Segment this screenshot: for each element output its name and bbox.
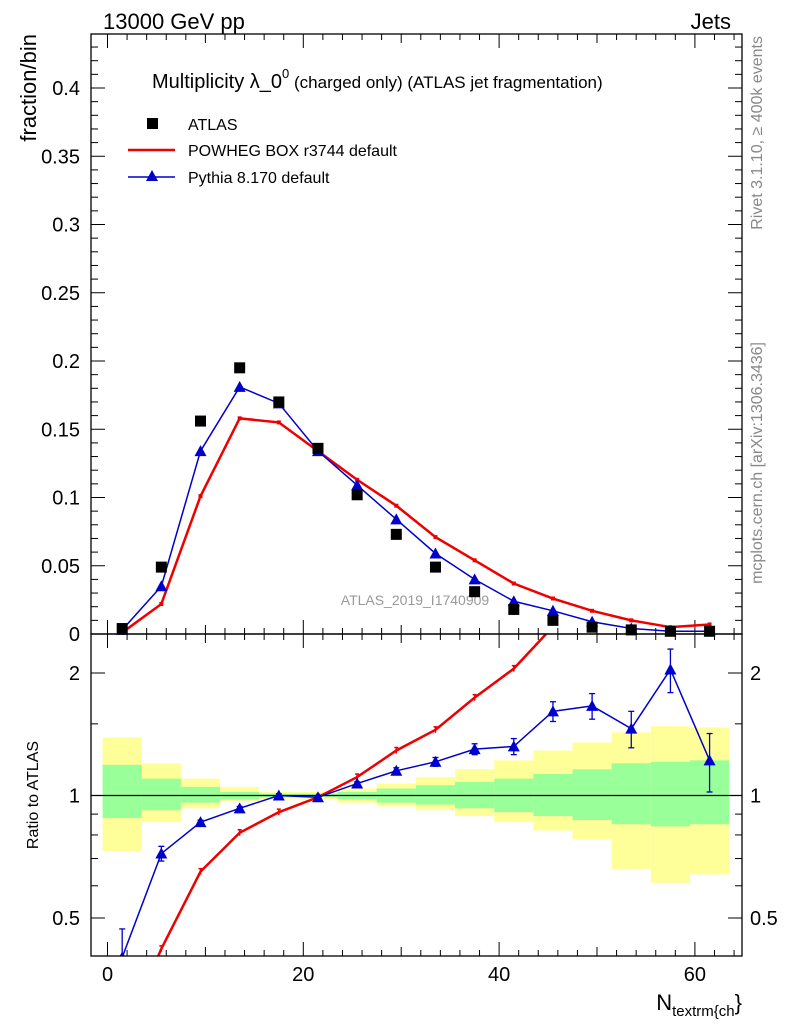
xtick-label: 60	[684, 964, 706, 986]
lower-plot-frame	[90, 633, 743, 957]
upper-pythia-point	[155, 580, 168, 592]
ratio-pythia-point	[586, 699, 599, 711]
upper-pythia-point	[429, 547, 442, 559]
plot-title: Multiplicity λ_00 (charged only) (ATLAS …	[152, 66, 603, 93]
upper-atlas-point	[625, 624, 637, 636]
upper-atlas-point	[234, 362, 246, 374]
upper-atlas-point	[155, 561, 167, 573]
upper-pythia-point	[390, 513, 403, 525]
upper-powheg-line	[121, 416, 710, 634]
title-rest: (charged only) (ATLAS jet fragmentation)	[289, 73, 602, 92]
upper-atlas-point	[390, 528, 402, 540]
inner-band-bin	[102, 764, 142, 819]
upper-ytick-label: 0.05	[41, 556, 80, 578]
legend-pythia-label: Pythia 8.170 default	[188, 170, 330, 187]
upper-ytick-label: 0	[69, 624, 80, 646]
ratio-pythia-point	[468, 743, 481, 755]
header-right-text: Jets	[691, 9, 731, 34]
lower-ytick-label: 0.5	[52, 908, 80, 930]
rivet-version-text: Rivet 3.1.10, ≥ 400k events	[749, 36, 766, 230]
upper-atlas-point	[116, 623, 128, 635]
title-superscript: 0	[282, 66, 289, 81]
upper-ylabel: fraction/bin	[16, 34, 41, 142]
ratio-pythia-point	[507, 740, 520, 752]
upper-pythia-point	[468, 573, 481, 585]
upper-atlas-point	[273, 396, 285, 408]
upper-atlas-point	[351, 489, 363, 501]
inner-band-bin	[650, 761, 691, 827]
upper-atlas-point	[195, 415, 207, 427]
mcplots-reference-text: mcplots.cern.ch [arXiv:1306.3436]	[749, 342, 766, 584]
upper-ytick-label: 0.1	[52, 488, 80, 510]
ratio-pythia-point	[390, 764, 403, 776]
lower-series-layer	[119, 634, 716, 956]
upper-axis-ticks: 0 0.05 0.1 0.15 0.2 0.25 0.3 0.35 0.4	[41, 34, 742, 646]
lower-uncertainty-bands	[91, 726, 742, 883]
upper-atlas-point	[704, 625, 716, 637]
legend-powheg-label: POWHEG BOX r3744 default	[188, 143, 398, 160]
lower-ytick-label-right: 1	[750, 786, 761, 808]
x-title-subscript: textrm{ch	[672, 1003, 735, 1020]
lower-ytick-label: 1	[69, 786, 80, 808]
lower-ytick-label-right: 0.5	[750, 908, 778, 930]
legend-pythia-marker	[146, 170, 158, 181]
x-axis-title: Ntextrm{ch}	[656, 990, 742, 1020]
upper-ytick-label: 0.3	[52, 215, 80, 237]
upper-atlas-point	[586, 621, 598, 633]
ratio-pythia-point	[233, 802, 246, 814]
upper-ytick-label: 0.35	[41, 146, 80, 168]
ratio-pythia-point	[625, 722, 638, 734]
upper-ytick-label: 0.4	[52, 78, 80, 100]
lower-ylabel: Ratio to ATLAS	[25, 741, 42, 849]
ratio-pythia-point	[429, 755, 442, 767]
xtick-label: 40	[488, 964, 510, 986]
inner-band-bin	[415, 785, 456, 805]
legend-atlas-label: ATLAS	[188, 117, 238, 134]
ratio-pythia-point	[119, 951, 125, 956]
inner-band-bin	[611, 763, 651, 825]
lower-axis-ticks: 0.5 0.51 12 20 20 40 60	[52, 634, 778, 986]
analysis-watermark: ATLAS_2019_I1740909	[341, 592, 490, 608]
ratio-pythia-point	[311, 791, 324, 803]
ratio-pythia-point	[351, 777, 364, 789]
upper-ytick-label: 0.2	[52, 351, 80, 373]
upper-series-layer	[116, 362, 716, 637]
ratio-pythia-point	[546, 705, 559, 717]
upper-atlas-point	[429, 561, 441, 573]
ratio-pythia-point	[155, 847, 168, 859]
upper-pythia-line	[121, 385, 710, 633]
legend: ATLAS POWHEG BOX r3744 default Pythia 8.…	[128, 117, 398, 187]
ratio-powheg-line	[156, 634, 548, 956]
inner-band-bin	[572, 769, 612, 821]
xtick-label: 0	[102, 964, 113, 986]
upper-ytick-label: 0.15	[41, 419, 80, 441]
lower-ytick-label-right: 2	[750, 663, 761, 685]
ratio-pythia-point	[272, 789, 285, 801]
upper-atlas-point	[547, 614, 559, 626]
ratio-pythia-point	[664, 663, 677, 675]
x-title-main: N	[656, 990, 672, 1015]
legend-atlas-marker	[147, 118, 158, 129]
upper-pythia-point	[233, 380, 246, 392]
title-main: Multiplicity λ_0	[152, 71, 282, 93]
inner-band-bin	[180, 786, 221, 803]
inner-band-bin	[141, 778, 181, 811]
upper-pythia-point	[194, 445, 207, 457]
upper-pythia-point	[546, 604, 559, 616]
upper-pythia-point	[507, 595, 520, 607]
ratio-pythia-point	[194, 816, 207, 828]
upper-atlas-point	[664, 625, 676, 637]
lower-ytick-label: 2	[69, 663, 80, 685]
upper-pythia-point	[351, 479, 364, 491]
upper-atlas-point	[312, 442, 324, 454]
ratio-pythia-point	[703, 754, 716, 766]
x-title-brace: }	[735, 990, 742, 1015]
upper-ytick-label: 0.25	[41, 283, 80, 305]
header-left-text: 13000 GeV pp	[103, 9, 245, 34]
upper-atlas-point	[508, 603, 520, 615]
ratio-pythia-line	[121, 667, 711, 956]
xtick-label: 20	[292, 964, 314, 986]
upper-atlas-point	[469, 586, 481, 598]
